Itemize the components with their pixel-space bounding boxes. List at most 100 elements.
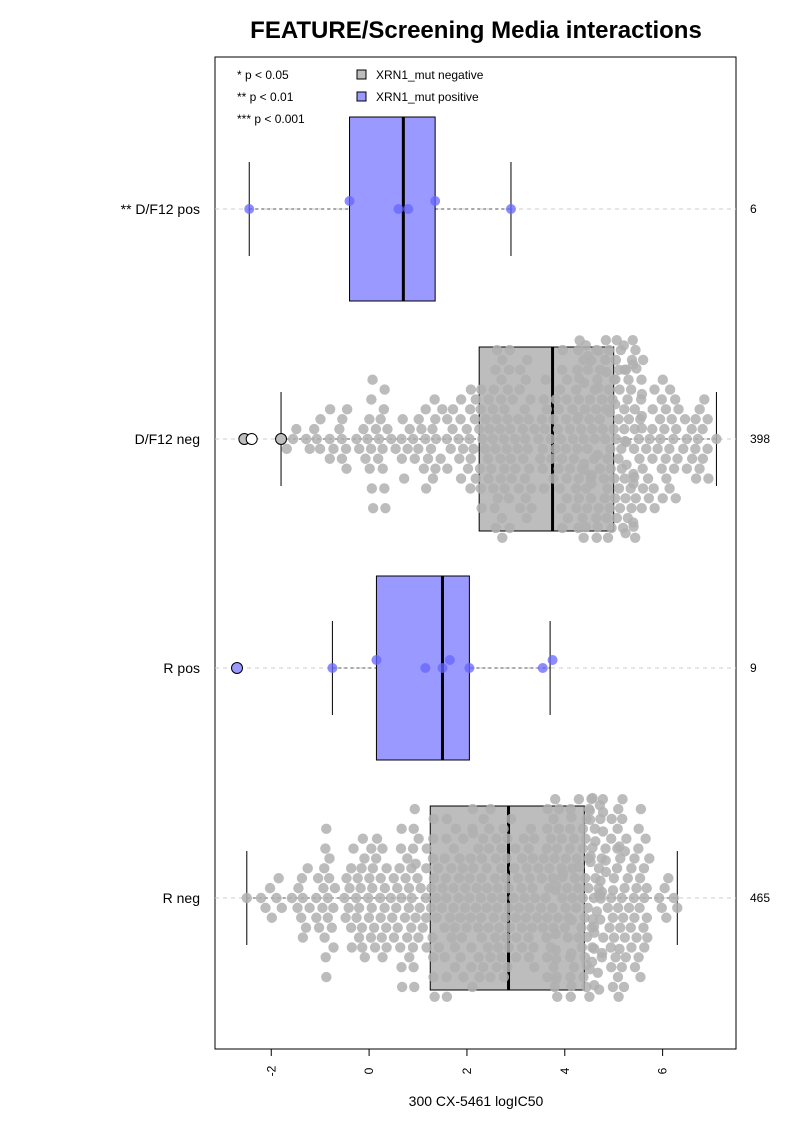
data-point	[542, 803, 553, 815]
data-point	[412, 873, 423, 884]
data-point	[391, 902, 402, 914]
data-point	[619, 882, 630, 894]
data-point	[641, 882, 652, 894]
data-point	[673, 404, 684, 415]
data-point	[668, 433, 679, 445]
data-point	[663, 873, 674, 884]
data-point	[510, 843, 521, 854]
data-point	[561, 493, 573, 504]
data-point	[503, 493, 515, 504]
data-point	[619, 404, 630, 415]
data-point	[553, 803, 565, 815]
data-point	[661, 473, 672, 484]
data-point	[496, 952, 507, 963]
data-point	[550, 944, 561, 956]
data-point	[573, 344, 584, 356]
data-point	[560, 853, 571, 864]
data-point	[291, 423, 302, 435]
data-point	[372, 453, 384, 464]
data-point	[496, 863, 507, 874]
data-point	[491, 344, 503, 356]
data-point	[503, 942, 514, 953]
data-point	[474, 463, 486, 474]
data-point	[358, 423, 369, 435]
data-point	[629, 404, 640, 415]
data-point	[602, 902, 614, 914]
data-point	[480, 414, 492, 425]
data-point	[634, 902, 645, 914]
data-point	[610, 374, 621, 385]
data-point	[528, 942, 539, 953]
data-point	[593, 502, 604, 514]
data-point	[507, 394, 518, 405]
data-point	[520, 493, 531, 504]
data-point	[483, 394, 494, 405]
data-point	[640, 833, 651, 844]
data-point	[557, 892, 568, 904]
data-point	[582, 364, 594, 376]
data-point	[711, 433, 722, 445]
data-point	[505, 423, 516, 435]
data-point	[522, 443, 534, 455]
data-point	[444, 655, 455, 665]
data-point	[428, 833, 439, 844]
data-point	[402, 932, 413, 943]
data-point	[634, 873, 646, 884]
data-point	[614, 922, 626, 933]
data-point	[324, 433, 335, 445]
data-point	[523, 414, 534, 425]
data-point	[499, 483, 510, 494]
data-point	[604, 502, 616, 514]
data-point	[380, 502, 391, 514]
data-point	[555, 433, 567, 445]
x-axis-label: 300 CX-5461 logIC50	[409, 1093, 544, 1109]
data-point	[681, 433, 692, 445]
data-point	[385, 433, 397, 445]
data-point	[596, 886, 608, 898]
data-point	[502, 384, 514, 395]
data-point	[521, 354, 533, 366]
data-point	[244, 204, 255, 214]
data-point	[581, 981, 592, 993]
data-point	[548, 414, 559, 425]
data-point	[402, 853, 413, 864]
group-label: D/F12 neg	[135, 431, 200, 447]
data-point	[474, 423, 485, 435]
data-point	[529, 961, 540, 973]
data-point	[420, 483, 432, 494]
data-point	[300, 922, 312, 933]
data-point	[672, 902, 683, 914]
data-point	[604, 922, 615, 933]
data-point	[396, 453, 408, 464]
data-point	[638, 863, 650, 874]
data-point	[409, 453, 420, 464]
data-point	[377, 443, 388, 455]
data-point	[485, 971, 496, 983]
data-point	[315, 414, 326, 425]
data-point	[366, 843, 377, 854]
data-point	[652, 443, 663, 455]
data-point	[562, 512, 574, 524]
legend-label: XRN1_mut negative	[376, 68, 484, 82]
data-point	[580, 833, 591, 844]
data-point	[583, 882, 594, 894]
data-point	[500, 932, 512, 943]
data-point	[420, 912, 432, 923]
data-point	[403, 204, 414, 214]
data-point	[521, 512, 532, 524]
data-point	[637, 483, 649, 494]
x-tick-label: 0	[362, 1067, 376, 1074]
data-point	[606, 833, 617, 844]
data-point	[449, 961, 461, 973]
data-point	[606, 813, 617, 825]
data-point	[241, 892, 252, 904]
data-point	[535, 902, 547, 914]
data-point	[339, 892, 350, 904]
data-point	[603, 384, 615, 395]
data-point	[636, 374, 647, 385]
data-point	[379, 483, 390, 494]
data-point	[447, 423, 458, 435]
data-point	[341, 463, 352, 474]
data-point	[365, 443, 377, 455]
data-point	[281, 443, 292, 455]
